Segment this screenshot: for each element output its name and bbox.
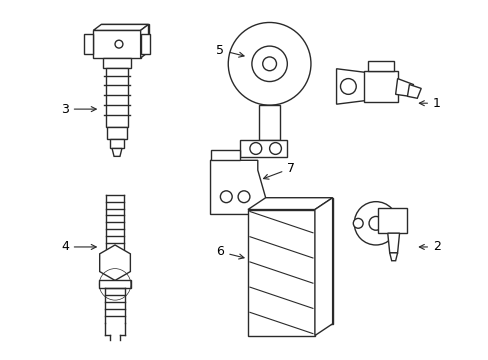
Polygon shape: [141, 34, 150, 54]
Polygon shape: [247, 198, 332, 210]
Polygon shape: [93, 24, 148, 30]
Text: 3: 3: [61, 103, 96, 116]
Polygon shape: [336, 69, 367, 104]
Polygon shape: [265, 198, 332, 324]
Text: 6: 6: [216, 246, 244, 259]
Polygon shape: [247, 210, 314, 336]
Circle shape: [249, 143, 261, 154]
Polygon shape: [83, 34, 93, 54]
Circle shape: [352, 219, 363, 228]
Circle shape: [368, 216, 382, 230]
Polygon shape: [314, 198, 332, 336]
Polygon shape: [110, 139, 123, 148]
Polygon shape: [395, 78, 412, 96]
Polygon shape: [99, 280, 130, 288]
Polygon shape: [100, 245, 130, 280]
Polygon shape: [240, 140, 287, 157]
Polygon shape: [101, 24, 148, 52]
Text: 2: 2: [419, 240, 440, 253]
Polygon shape: [364, 71, 397, 102]
Circle shape: [228, 22, 310, 105]
Circle shape: [340, 78, 356, 94]
Polygon shape: [93, 30, 141, 58]
Polygon shape: [387, 233, 399, 253]
Polygon shape: [106, 68, 127, 127]
Circle shape: [353, 202, 397, 245]
Text: 4: 4: [61, 240, 96, 253]
Polygon shape: [258, 105, 280, 140]
Circle shape: [262, 57, 276, 71]
Polygon shape: [141, 24, 148, 58]
Polygon shape: [210, 150, 240, 160]
Text: 7: 7: [263, 162, 295, 179]
Circle shape: [238, 191, 249, 203]
Polygon shape: [210, 160, 267, 215]
Polygon shape: [367, 61, 393, 71]
Circle shape: [269, 143, 281, 154]
Polygon shape: [377, 208, 407, 233]
Polygon shape: [103, 58, 130, 68]
Text: 5: 5: [216, 44, 244, 57]
Text: 1: 1: [419, 97, 440, 110]
Polygon shape: [112, 148, 122, 156]
Circle shape: [251, 46, 287, 82]
Polygon shape: [407, 85, 420, 98]
Polygon shape: [389, 253, 397, 261]
Circle shape: [220, 191, 232, 203]
Polygon shape: [107, 127, 126, 139]
